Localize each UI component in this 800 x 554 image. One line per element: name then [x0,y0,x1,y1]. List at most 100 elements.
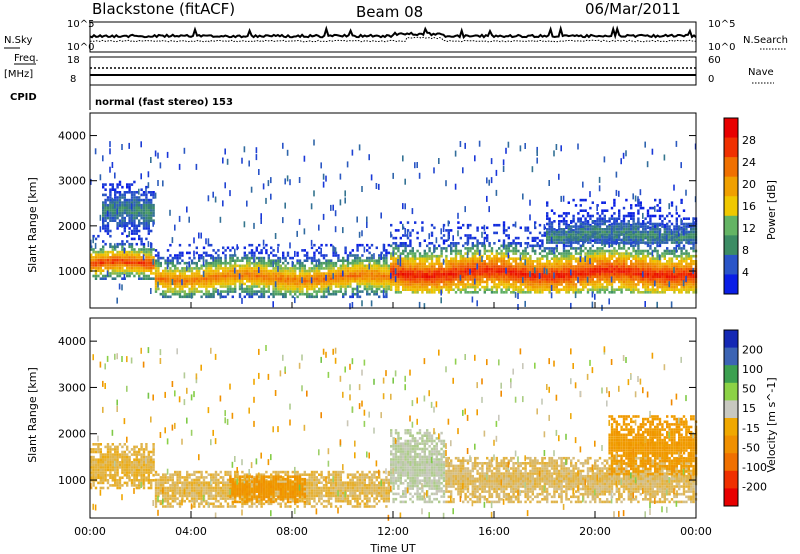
heatmap-cell [212,287,215,291]
heatmap-cell [656,254,659,258]
heatmap-cell [610,233,614,236]
heatmap-cell [627,280,630,284]
heatmap-cell [582,267,585,271]
heatmap-cell [284,269,287,273]
heatmap-cell [238,264,242,268]
heatmap-cell [222,290,225,293]
heatmap-cell [534,267,536,274]
heatmap-cell [445,265,448,268]
heatmap-cell [109,266,112,270]
heatmap-cell [354,280,357,283]
heatmap-cell [591,239,594,242]
heatmap-cell [651,222,654,226]
heatmap-cell [454,260,458,263]
heatmap-cell [342,292,345,296]
heatmap-cell [385,295,388,299]
heatmap-cell [594,270,597,273]
heatmap-cell [642,254,645,258]
heatmap-cell [315,280,318,283]
heatmap-cell [162,274,165,278]
heatmap-cell [363,277,366,280]
heatmap-cell [560,262,563,266]
heatmap-cell [284,292,287,296]
heatmap-cell [613,220,616,223]
heatmap-cell [214,290,218,293]
heatmap-cell [536,270,539,273]
heatmap-cell [476,283,479,286]
heatmap-cell [279,267,282,270]
heatmap-cell [128,198,131,202]
heatmap-cell [198,272,201,275]
heatmap-cell [409,234,412,237]
heatmap-cell [474,270,477,273]
heatmap-cell [133,269,136,272]
heatmap-cell [488,278,491,281]
heatmap-cell [404,242,407,245]
heatmap-cell [608,252,611,255]
heatmap-cell [397,283,400,286]
heatmap-cell [229,264,232,268]
heatmap-cell [433,288,436,291]
heatmap-cell [507,278,510,281]
heatmap-cell [589,233,592,236]
heatmap-cell [584,262,587,266]
heatmap-cell [188,256,191,260]
heatmap-cell [418,265,422,268]
heatmap-cell [632,283,635,286]
heatmap-cell [205,251,208,255]
heatmap-cell [282,256,285,260]
heatmap-cell [632,285,635,289]
heatmap-cell [334,247,337,254]
heatmap-cell [306,259,309,262]
heatmap-cell [440,236,443,240]
heatmap-cell [591,260,594,263]
heatmap-cell [339,269,342,273]
heatmap-cell [116,216,119,220]
heatmap-cell [243,277,246,280]
heatmap-cell [546,201,549,204]
heatmap-cell [243,264,246,268]
heatmap-cell [248,272,251,275]
heatmap-cell [476,226,479,230]
heatmap-cell [639,206,642,210]
heatmap-cell [363,272,366,275]
heatmap-cell [171,237,174,244]
heatmap-cell [267,264,270,268]
heatmap-cell [111,219,114,222]
heatmap-cell [577,143,579,150]
heatmap-cell [219,274,222,278]
heatmap-cell [666,247,669,250]
heatmap-cell [618,233,621,236]
heatmap-cell [519,275,522,279]
heatmap-cell [426,260,429,263]
heatmap-cell [649,226,652,230]
heatmap-cell [495,285,498,289]
heatmap-cell [649,236,652,239]
heatmap-cell [193,280,196,283]
heatmap-cell [622,217,626,220]
heatmap-cell [255,292,258,296]
heatmap-cell [145,201,148,204]
heatmap-cell [212,264,215,268]
heatmap-cell [646,288,650,291]
heatmap-cell [625,254,628,258]
heatmap-cell [152,258,154,265]
heatmap-cell [222,261,225,265]
heatmap-cell [481,242,484,245]
heatmap-cell [618,262,621,266]
heatmap-cell [272,285,275,288]
heatmap-cell [447,265,450,268]
heatmap-cell [133,253,136,257]
heatmap-cell [159,277,162,280]
heatmap-cell [368,285,371,288]
heatmap-cell [236,269,239,273]
heatmap-cell [390,283,393,286]
heatmap-cell [253,222,255,229]
heatmap-cell [656,267,659,271]
heatmap-cell [190,269,194,273]
heatmap-cell [560,195,562,202]
heatmap-cell [546,280,549,284]
heatmap-cell [157,287,160,291]
heatmap-cell [241,272,244,275]
heatmap-cell [289,274,292,278]
